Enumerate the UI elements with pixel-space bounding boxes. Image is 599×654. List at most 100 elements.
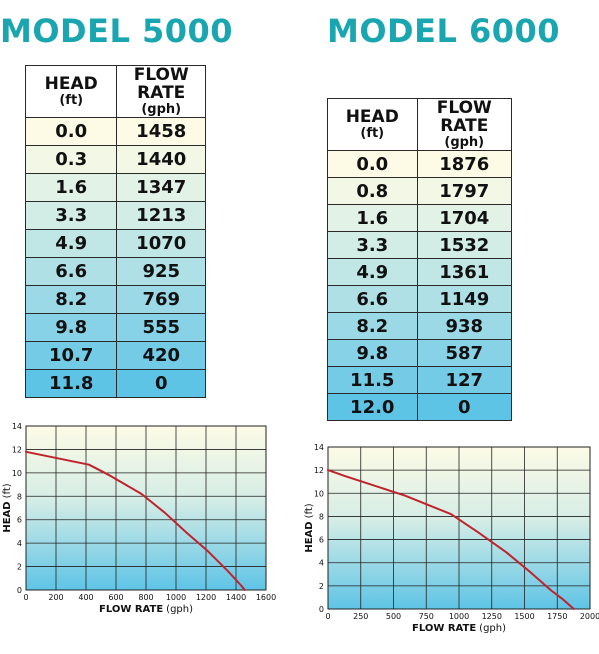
table-row: 3.3 1532 [327,231,513,259]
x-tick-label: 0 [325,612,330,621]
head-column-header: HEAD (ft) [24,65,118,118]
x-tick-label: 1600 [256,593,276,602]
flow-header-unit: (gph) [141,102,182,117]
flow-header-label: FLOW RATE [133,65,189,103]
y-tick-label: 10 [314,489,324,498]
y-tick-label: 12 [12,445,22,454]
y-tick-label: 8 [17,492,22,501]
table-row: 12.0 0 [327,393,513,421]
y-tick-label: 6 [319,536,324,545]
table-row: 4.9 1070 [24,229,206,258]
model-6000-table-body: 0.0 1876 0.8 1797 1.6 1704 3.3 1532 4.9 1361 6.6 11… [327,150,513,421]
table-row: 4.9 1361 [327,258,513,286]
head-cell: 4.9 [24,229,118,258]
y-axis-unit: (ft) [304,503,315,518]
head-cell: 6.6 [24,257,118,286]
model-6000-table: HEAD (ft) FLOW RATE (gph) 0.0 1876 0.8 1797… [327,98,513,421]
table-row: 9.8 587 [327,339,513,367]
x-tick-label: 1200 [196,593,216,602]
plot-frame [25,425,267,591]
y-axis-label: HEAD (ft) [2,483,13,532]
flow-rate-cell: 420 [116,341,206,370]
x-tick-label: 250 [353,612,368,621]
table-row: 8.2 769 [24,285,206,314]
x-tick-label: 1250 [482,612,502,621]
table-row: 6.6 925 [24,257,206,286]
x-tick-label: 200 [48,593,63,602]
model-6000-title: MODEL 6000 [327,12,561,50]
y-tick-label: 10 [12,469,22,478]
head-cell: 8.2 [24,285,118,314]
y-tick-label: 2 [17,563,22,572]
x-tick-label: 500 [386,612,401,621]
table-row: 11.8 0 [24,369,206,398]
x-axis-unit: (gph) [479,623,506,634]
head-cell: 1.6 [24,173,118,202]
flow-column-header: FLOW RATE (gph) [416,98,513,151]
y-axis-title: HEAD [2,501,13,532]
model-5000-title: MODEL 5000 [0,12,234,50]
y-tick-label: 2 [319,582,324,591]
x-tick-label: 400 [78,593,93,602]
x-axis-label: FLOW RATE (gph) [412,623,506,634]
head-cell: 3.3 [327,231,418,259]
y-tick-label: 14 [314,443,324,452]
head-cell: 11.5 [327,366,418,394]
y-tick-label: 8 [319,512,324,521]
x-tick-label: 800 [138,593,153,602]
plot-frame [327,446,591,610]
head-header-label: HEAD [345,107,399,127]
flow-header-unit: (gph) [444,135,485,150]
flow-rate-cell: 0 [416,393,513,421]
performance-curve [327,469,575,610]
flow-rate-cell: 1361 [416,258,513,286]
flow-rate-cell: 1876 [416,150,513,178]
head-cell: 8.2 [327,312,418,340]
table-row: 1.6 1704 [327,204,513,232]
flow-column-header: FLOW RATE (gph) [116,65,206,118]
x-axis-label: FLOW RATE (gph) [99,604,193,615]
x-axis-title: FLOW RATE [412,623,476,634]
x-tick-label: 1400 [226,593,246,602]
x-axis-title: FLOW RATE [99,604,163,615]
model-5000-table-body: 0.0 1458 0.3 1440 1.6 1347 3.3 1213 4.9 1070 6.6 92… [24,117,206,398]
flow-header-label: FLOW RATE [436,98,492,136]
y-tick-label: 0 [17,586,22,595]
head-cell: 11.8 [24,369,118,398]
x-tick-label: 0 [23,593,28,602]
y-tick-label: 4 [17,539,22,548]
x-tick-label: 1000 [449,612,469,621]
table-row: 0.0 1876 [327,150,513,178]
flow-rate-cell: 925 [116,257,206,286]
table-row: 1.6 1347 [24,173,206,202]
flow-rate-cell: 769 [116,285,206,314]
table-row: 11.5 127 [327,366,513,394]
x-tick-label: 1500 [514,612,534,621]
y-axis-unit: (ft) [2,483,13,498]
head-cell: 12.0 [327,393,418,421]
table-row: 3.3 1213 [24,201,206,230]
performance-curve [25,450,246,591]
y-tick-label: 0 [319,605,324,614]
flow-rate-cell: 1070 [116,229,206,258]
flow-rate-cell: 1704 [416,204,513,232]
x-tick-label: 1000 [166,593,186,602]
flow-rate-cell: 0 [116,369,206,398]
y-axis-title: HEAD [304,521,315,552]
model-5000-table: HEAD (ft) FLOW RATE (gph) 0.0 1458 0.3 1440… [24,65,206,398]
flow-rate-cell: 1149 [416,285,513,313]
flow-rate-cell: 555 [116,313,206,342]
head-header-label: HEAD [44,74,98,94]
x-tick-label: 2000 [580,612,599,621]
x-tick-label: 600 [108,593,123,602]
y-axis-label: HEAD (ft) [304,503,315,552]
x-axis-unit: (gph) [166,604,193,615]
head-column-header: HEAD (ft) [327,98,418,151]
flow-rate-cell: 1532 [416,231,513,259]
table-row: 0.8 1797 [327,177,513,205]
table-row: 0.3 1440 [24,145,206,174]
table-row: 10.7 420 [24,341,206,370]
y-tick-label: 14 [12,422,22,431]
